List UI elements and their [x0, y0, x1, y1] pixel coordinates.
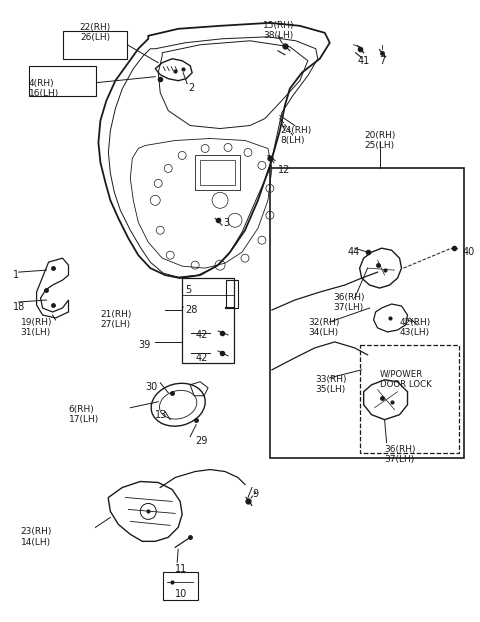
Text: 18: 18	[12, 302, 25, 312]
Bar	[163, 572, 198, 600]
Bar	[226, 280, 238, 308]
Text: 4(RH)
16(LH): 4(RH) 16(LH)	[29, 78, 59, 98]
Text: W/POWER
DOOR LOCK: W/POWER DOOR LOCK	[380, 370, 432, 389]
Text: 41: 41	[358, 56, 370, 66]
Bar	[270, 169, 464, 458]
Text: 19(RH)
31(LH): 19(RH) 31(LH)	[21, 318, 52, 337]
Text: 36(RH)
37(LH): 36(RH) 37(LH)	[334, 293, 365, 312]
Bar	[62, 31, 127, 58]
Text: 24(RH)
8(LH): 24(RH) 8(LH)	[280, 126, 311, 145]
Bar	[195, 156, 240, 190]
Text: 12: 12	[278, 165, 290, 175]
Text: 36(RH)
37(LH): 36(RH) 37(LH)	[384, 445, 416, 464]
Text: 22(RH)
26(LH): 22(RH) 26(LH)	[80, 23, 111, 42]
Text: 42(RH)
43(LH): 42(RH) 43(LH)	[399, 318, 431, 337]
Text: 2: 2	[188, 83, 194, 93]
Text: 7: 7	[380, 56, 386, 66]
Text: 3: 3	[223, 218, 229, 228]
Text: 21(RH)
27(LH): 21(RH) 27(LH)	[100, 310, 132, 330]
Text: 13: 13	[155, 410, 168, 420]
Text: 30: 30	[145, 382, 157, 392]
Text: 9: 9	[252, 490, 258, 499]
Text: 23(RH)
14(LH): 23(RH) 14(LH)	[21, 527, 52, 547]
Text: 5: 5	[185, 285, 192, 295]
Text: 29: 29	[195, 435, 207, 445]
Text: 1: 1	[12, 270, 19, 280]
Text: 28: 28	[185, 305, 198, 315]
Bar	[182, 278, 234, 363]
Text: 44: 44	[348, 247, 360, 257]
Text: 39: 39	[138, 340, 151, 350]
Text: 33(RH)
35(LH): 33(RH) 35(LH)	[315, 375, 346, 394]
Bar	[29, 66, 96, 96]
Text: 20(RH)
25(LH): 20(RH) 25(LH)	[365, 131, 396, 150]
Text: 32(RH)
34(LH): 32(RH) 34(LH)	[308, 318, 339, 337]
Text: 11: 11	[175, 564, 187, 574]
Text: 40: 40	[462, 247, 475, 257]
Text: 42: 42	[195, 330, 207, 340]
Text: 42: 42	[195, 353, 207, 363]
Text: 15(RH)
38(LH): 15(RH) 38(LH)	[263, 21, 294, 40]
Text: 10: 10	[175, 589, 187, 599]
Bar	[360, 345, 459, 453]
Bar	[200, 160, 235, 185]
Text: 6(RH)
17(LH): 6(RH) 17(LH)	[69, 405, 99, 424]
